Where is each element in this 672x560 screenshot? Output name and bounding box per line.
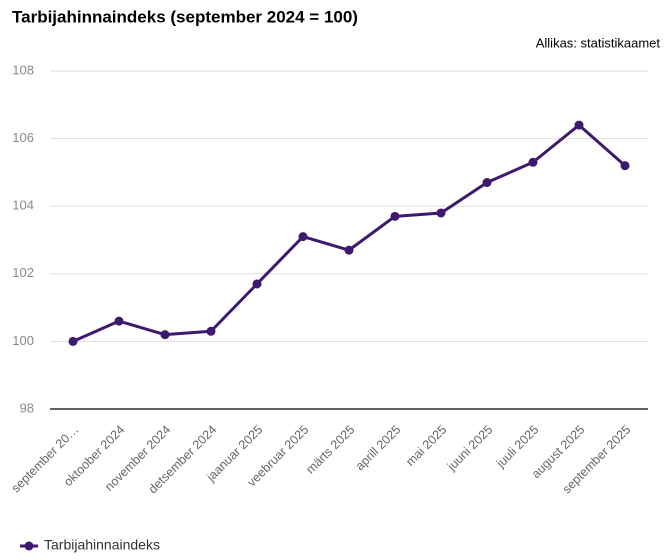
x-tick-label: aprill 2025	[353, 423, 404, 474]
point	[298, 232, 308, 242]
point	[344, 245, 354, 255]
x-tick-label: juuni 2025	[444, 423, 495, 474]
point	[482, 178, 492, 188]
point	[620, 161, 630, 171]
y-tick-label: 98	[20, 400, 34, 415]
y-tick-label: 100	[12, 333, 34, 348]
point	[574, 120, 584, 130]
point	[528, 157, 538, 167]
source: Allikas: statistikaamet	[536, 35, 661, 50]
y-tick-label: 106	[12, 130, 34, 145]
point	[206, 326, 216, 336]
point	[390, 211, 400, 221]
point	[252, 279, 262, 289]
point	[68, 336, 78, 346]
point	[114, 316, 124, 326]
y-tick-label: 104	[12, 198, 34, 213]
x-tick-label: märts 2025	[303, 423, 357, 477]
legend-label: Tarbijahinnaindeks	[44, 537, 160, 553]
legend-marker	[24, 541, 34, 551]
line	[72, 123, 626, 343]
point	[436, 208, 446, 218]
point	[160, 330, 170, 340]
y-tick-label: 108	[12, 62, 34, 77]
y-tick-label: 102	[12, 265, 34, 280]
x-tick-label: juuli 2025	[493, 423, 541, 471]
x-tick-label: mai 2025	[403, 423, 449, 469]
chart-title: Tarbijahinnaindeks (september 2024 = 100…	[12, 7, 358, 26]
